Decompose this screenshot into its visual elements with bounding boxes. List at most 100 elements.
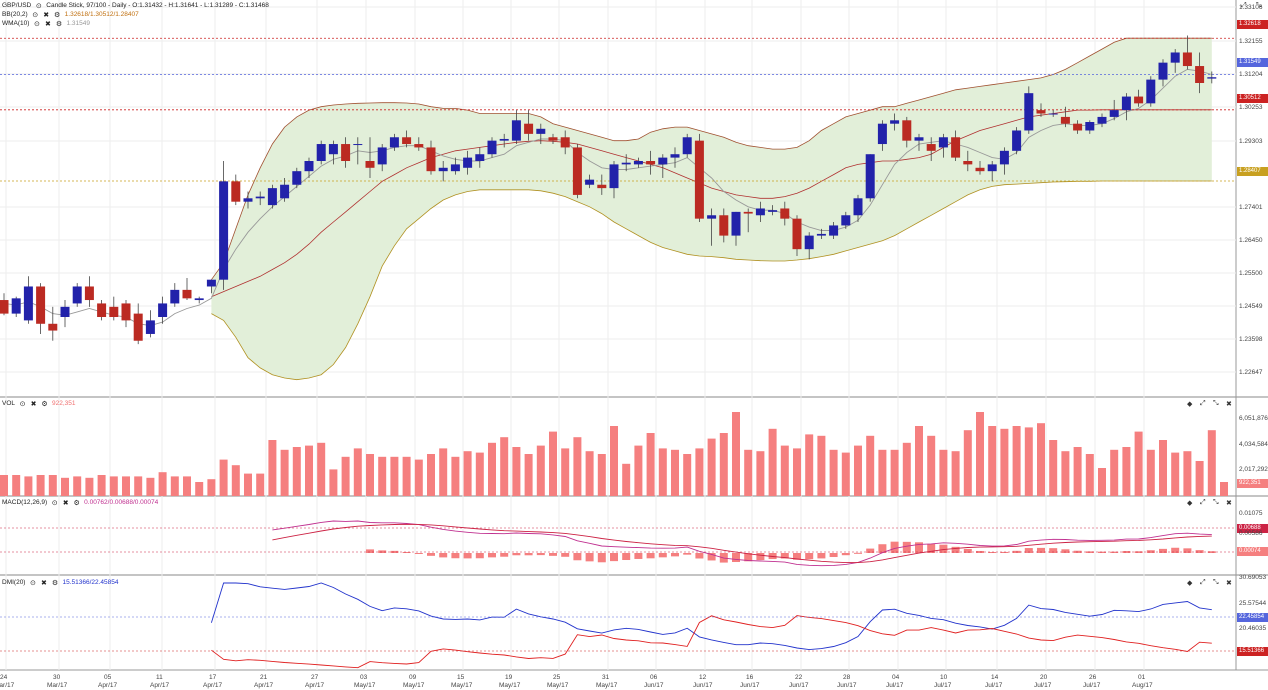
candle-body [11,298,21,314]
volume-bar [1171,452,1180,496]
candle-body [609,164,619,189]
candle-body [1146,79,1156,104]
x-tick-day: 10 [940,674,948,681]
candle-body [841,215,851,226]
volume-bar [854,445,862,496]
x-tick-month: Jul/17 [1034,682,1052,689]
close-icon[interactable]: ✖ [62,499,69,507]
macd-histogram-bar [414,553,423,554]
symbol-label: GBP/USD [2,2,32,9]
macd-histogram-bar [671,553,679,557]
volume-bar [793,448,801,496]
volume-bar [97,475,106,496]
visibility-eye-icon[interactable]: ⊙ [32,11,39,19]
macd-histogram-bar [1024,548,1033,553]
maximize-icon[interactable]: ⤡ [1213,499,1219,506]
settings-gear-icon[interactable]: ⚙ [55,20,63,28]
volume-bar [732,412,740,496]
close-icon[interactable]: ✖ [1226,580,1232,587]
macd-histogram-bar [988,552,997,554]
macd-histogram-bar [1171,547,1180,553]
candle-body [72,286,82,304]
close-icon[interactable]: ✖ [30,400,37,408]
x-tick-month: Apr/17 [254,682,274,689]
volume-bar [939,449,948,496]
maximize-icon[interactable]: ⤡ [1256,2,1262,9]
panel-toggle-icon[interactable]: ◆ [1187,500,1193,507]
volume-bar [341,456,350,496]
visibility-eye-icon[interactable]: ⊙ [35,2,42,10]
x-tick-month: Apr/17 [150,682,170,689]
macd-histogram-bar [915,542,923,553]
candle-body [951,137,961,158]
settings-gear-icon[interactable]: ⚙ [51,579,59,587]
panel-toggle-icon[interactable]: ◆ [1187,580,1193,587]
macd-histogram-bar [439,553,448,558]
candle-body [890,120,900,124]
visibility-eye-icon[interactable]: ⊙ [19,400,26,408]
volume-bar [61,477,69,496]
candle-body [267,188,277,206]
maximize-icon[interactable]: ⤡ [1213,579,1219,586]
candle-body [877,123,887,145]
volume-bar [719,433,728,496]
candle-body [511,120,521,141]
bb-values: 1.32618/1.30512/1.28407 [64,11,139,18]
settings-gear-icon[interactable]: ⚙ [73,499,80,507]
volume-bar [1012,426,1021,496]
volume-bar [1085,454,1094,496]
volume-bar [805,434,814,496]
settings-gear-icon[interactable]: ⚙ [54,11,61,19]
close-icon[interactable]: ✖ [1226,401,1232,408]
expand-icon[interactable]: ⤢ [1200,579,1206,586]
candle-body [585,179,595,185]
x-tick-month: Jul/17 [934,682,952,689]
x-tick-day: 21 [260,674,268,681]
macd-histogram-bar [1183,548,1192,553]
y-tick: 0.01075 [1239,510,1263,517]
volume-bar [427,454,435,496]
candle-body [755,208,765,216]
candle-body [487,140,497,155]
visibility-eye-icon[interactable]: ⊙ [51,499,58,507]
volume-bar [866,435,875,496]
y-tick: 1.30253 [1239,104,1263,111]
volume-bar [780,445,789,496]
expand-icon[interactable]: ⤢ [1200,400,1206,407]
macd-histogram-bar [1098,551,1106,553]
settings-gear-icon[interactable]: ⚙ [41,400,48,408]
candle-body [621,162,631,165]
visibility-eye-icon[interactable]: ⊙ [34,20,40,28]
panel-toggle-icon[interactable]: ◆ [1187,401,1193,408]
macd-histogram-bar [939,544,948,553]
close-icon[interactable]: ✖ [43,11,50,19]
macd-histogram-bar [829,553,838,558]
candle-body [572,147,582,195]
expand-icon[interactable]: ⤢ [1241,2,1247,9]
volume-bar [878,449,887,496]
macd-histogram-bar [1037,547,1045,553]
volume-bar [1110,449,1119,496]
volume-bar [561,448,570,496]
expand-icon[interactable]: ⤢ [1200,499,1206,506]
close-icon[interactable]: ✖ [41,579,47,587]
x-tick-day: 09 [409,674,417,681]
maximize-icon[interactable]: ⤡ [1213,400,1219,407]
volume-bar [231,465,240,496]
macd-histogram-bar [1159,548,1167,553]
x-tick-month: Jul/17 [886,682,904,689]
volume-bar [109,476,118,496]
volume-bar [549,431,557,496]
macd-label: MACD(12,26,9) [2,499,48,506]
close-icon[interactable]: ✖ [45,20,51,28]
candle-body [194,298,204,301]
y-tick: 4,034,584 [1239,441,1268,448]
x-tick-day: 17 [209,674,217,681]
macd-histogram-bar [463,553,472,559]
visibility-eye-icon[interactable]: ⊙ [30,579,36,587]
candle-body [377,147,387,165]
x-tick-day: 16 [746,674,754,681]
close-icon[interactable]: ✖ [1226,500,1232,507]
bb-upper-line [211,37,1212,280]
